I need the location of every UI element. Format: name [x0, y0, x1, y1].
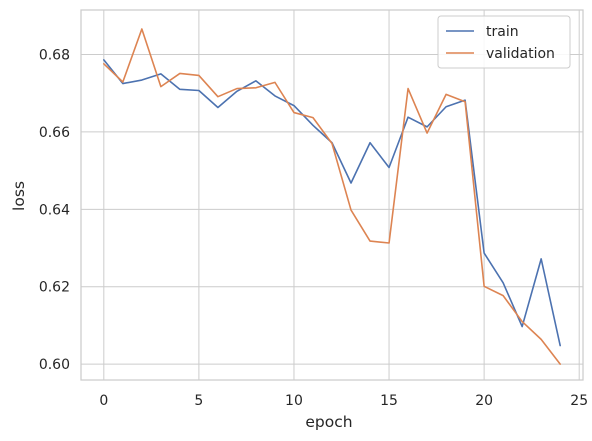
series-line-validation	[103, 28, 561, 365]
plot-frame	[80, 9, 584, 381]
legend: train validation	[437, 15, 571, 69]
y-tick-label: 0.62	[39, 280, 70, 296]
y-tick-label: 0.68	[39, 48, 70, 64]
x-tick-label: 25	[570, 393, 588, 409]
legend-label-train: train	[486, 24, 519, 40]
x-tick-label: 5	[194, 393, 203, 409]
y-tick-label: 0.66	[39, 125, 70, 141]
legend-box	[437, 15, 571, 69]
series-lines	[103, 28, 561, 365]
x-tick-labels: 0 5 10 15 20 25	[99, 393, 588, 409]
y-tick-label: 0.64	[39, 202, 70, 218]
y-axis-label: loss	[10, 181, 28, 211]
x-tick-label: 15	[380, 393, 398, 409]
y-tick-labels: 0.60 0.62 0.64 0.66 0.68	[39, 48, 70, 374]
legend-label-validation: validation	[486, 46, 555, 62]
x-tick-label: 0	[99, 393, 108, 409]
x-tick-label: 10	[285, 393, 303, 409]
x-axis-label: epoch	[305, 413, 352, 431]
plot-background	[81, 10, 583, 380]
x-tick-label: 20	[475, 393, 493, 409]
y-tick-label: 0.60	[39, 357, 70, 373]
